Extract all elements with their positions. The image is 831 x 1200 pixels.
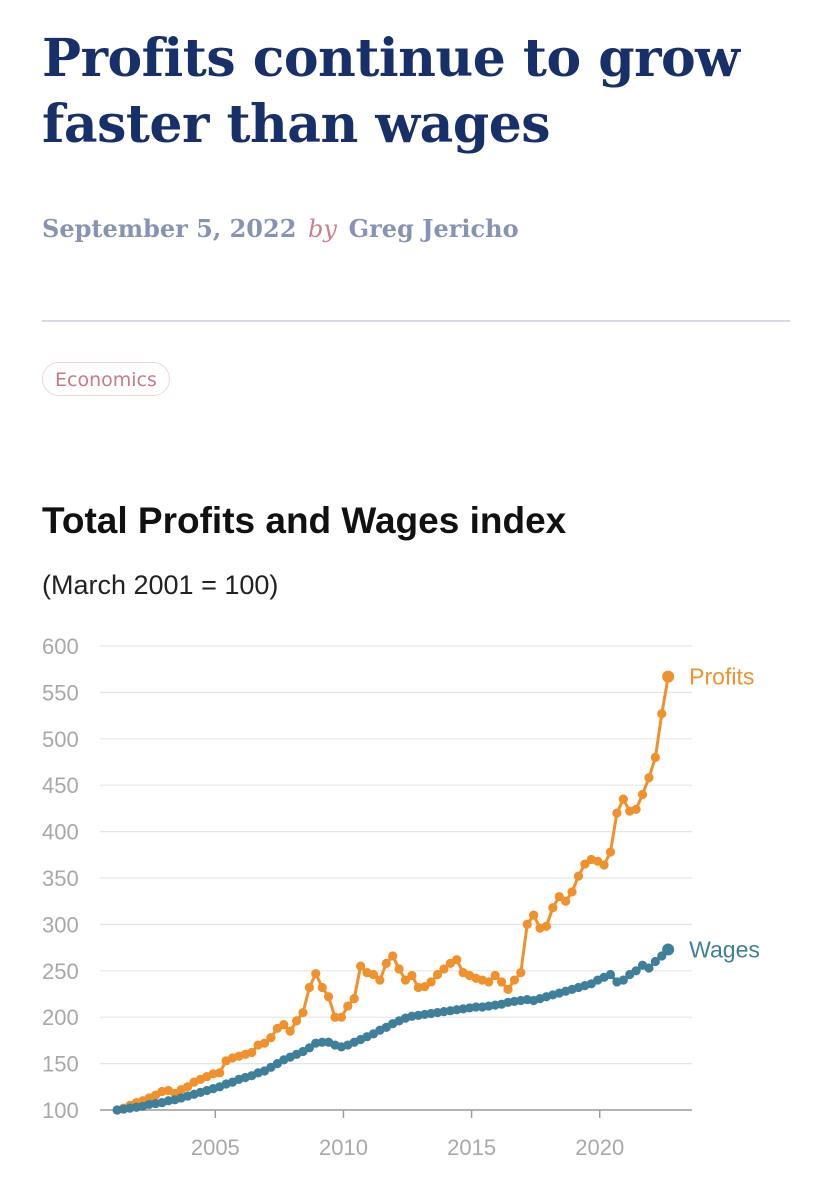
publish-date: September 5, 2022	[42, 214, 297, 243]
data-point	[317, 982, 327, 993]
divider	[42, 320, 790, 322]
data-point	[612, 808, 622, 818]
x-tick-label: 2020	[575, 1135, 624, 1160]
x-tick-label: 2005	[191, 1135, 240, 1160]
data-point	[452, 955, 462, 965]
data-point	[439, 964, 449, 974]
data-point	[323, 992, 334, 1002]
data-point	[529, 910, 539, 920]
x-tick-label: 2015	[447, 1135, 496, 1160]
data-point	[509, 975, 519, 985]
series-label-wages: Wages	[689, 936, 760, 962]
data-point	[356, 961, 366, 971]
data-point	[266, 1033, 276, 1043]
data-point	[336, 1012, 347, 1022]
data-point	[400, 975, 411, 985]
data-point	[644, 963, 654, 973]
chart-title: Total Profits and Wages index	[42, 500, 567, 541]
data-point	[304, 982, 314, 993]
data-point	[388, 951, 398, 961]
data-point	[631, 804, 641, 814]
series-profits	[112, 670, 675, 1115]
data-point	[662, 943, 675, 956]
byline: September 5, 2022 by Greg Jericho	[42, 214, 519, 243]
data-point	[298, 1007, 308, 1018]
data-point	[432, 969, 443, 980]
data-point	[394, 964, 404, 974]
data-point	[484, 977, 494, 987]
data-point	[291, 1016, 302, 1026]
data-point	[279, 1020, 289, 1030]
data-point	[631, 966, 641, 976]
series-line-wages	[116, 948, 670, 1112]
data-point	[554, 891, 564, 902]
data-point	[471, 1002, 481, 1012]
series-wages	[112, 943, 675, 1115]
author-link[interactable]: Greg Jericho	[348, 214, 519, 243]
data-point	[285, 1026, 295, 1036]
data-point	[247, 1047, 257, 1058]
y-tick-label: 150	[42, 1052, 79, 1077]
data-point	[407, 970, 417, 981]
data-point	[618, 794, 628, 804]
series-label-profits: Profits	[689, 664, 754, 690]
data-point	[259, 1038, 270, 1048]
data-point	[573, 871, 584, 881]
data-point	[375, 975, 385, 985]
data-point	[330, 1012, 340, 1022]
y-tick-label: 400	[42, 820, 79, 845]
data-point	[605, 969, 616, 980]
data-point	[215, 1068, 225, 1078]
data-point	[516, 968, 526, 978]
data-point	[522, 919, 532, 929]
y-tick-label: 350	[42, 866, 79, 891]
data-point	[580, 859, 590, 869]
data-point	[490, 970, 500, 981]
y-tick-label: 450	[42, 773, 79, 798]
data-point	[561, 896, 571, 906]
data-point	[650, 956, 660, 967]
data-point	[420, 981, 430, 992]
data-point	[637, 789, 648, 800]
article-title: Profits continue to grow faster than wag…	[42, 28, 740, 155]
data-point	[317, 1037, 327, 1047]
data-point	[657, 709, 667, 719]
data-point	[304, 1043, 314, 1053]
data-point	[644, 773, 654, 783]
data-point	[662, 670, 675, 683]
data-point	[183, 1082, 193, 1092]
chart-subtitle: (March 2001 = 100)	[42, 570, 279, 600]
line-chart: 100 150 200 250 300 350 400 450 500 550 600 2005 201…	[42, 634, 760, 1160]
data-point	[349, 994, 359, 1004]
y-tick-label: 550	[42, 680, 79, 705]
data-point	[503, 984, 513, 994]
y-tick-label: 100	[42, 1098, 79, 1123]
data-point	[541, 921, 552, 931]
data-point	[548, 903, 558, 913]
series-line-profits	[116, 676, 670, 1112]
y-tick-label: 250	[42, 959, 79, 984]
y-tick-label: 500	[42, 727, 79, 752]
data-point	[381, 958, 391, 968]
data-point	[368, 969, 379, 980]
byline-by: by	[308, 215, 337, 243]
y-tick-label: 300	[42, 912, 79, 937]
x-tick-label: 2010	[319, 1135, 368, 1160]
data-point	[618, 975, 628, 985]
category-tag[interactable]: Economics	[42, 362, 170, 396]
data-point	[650, 752, 660, 762]
y-tick-label: 600	[42, 634, 79, 659]
data-point	[599, 860, 609, 870]
data-point	[567, 887, 577, 897]
data-point	[426, 977, 436, 987]
data-point	[496, 977, 507, 987]
y-gridlines	[100, 645, 692, 1065]
data-point	[311, 968, 321, 979]
y-tick-label: 200	[42, 1005, 79, 1030]
data-point	[343, 1001, 353, 1011]
data-point	[605, 847, 616, 857]
